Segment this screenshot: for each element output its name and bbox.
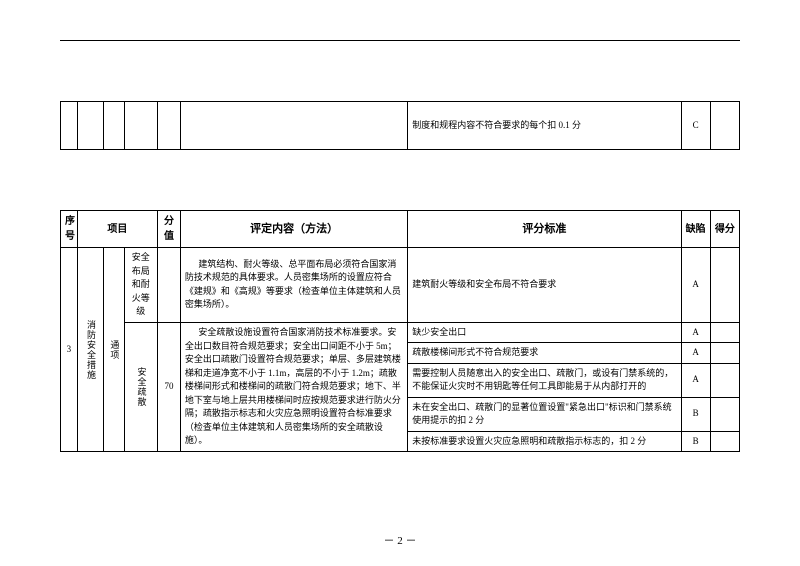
header-row: 序号 项目 分值 评定内容（方法） 评分标准 缺陷 得分 xyxy=(61,211,740,248)
frag-c4 xyxy=(124,102,157,150)
res2-3 xyxy=(710,397,739,431)
seq-num: 3 xyxy=(61,248,78,452)
res1 xyxy=(710,248,739,323)
res2-1 xyxy=(710,343,739,364)
res2-2 xyxy=(710,363,739,397)
top-rule xyxy=(60,40,740,41)
frag-c3 xyxy=(103,102,124,150)
row-evac-1: 安全疏散 70 安全疏散设施设置符合国家消防技术标准要求。安全出口数目符合规范要… xyxy=(61,322,740,343)
top-fragment-table: 制度和规程内容不符合要求的每个扣 0.1 分 C xyxy=(60,101,740,150)
crit2-2: 需要控制人员随意出入的安全出口、疏散门，或设有门禁系统的，不能保证火灾时不用钥匙… xyxy=(408,363,681,397)
crit2-3: 未在安全出口、疏散门的显著位置设置"紧急出口"标识和门禁系统使用提示的扣 2 分 xyxy=(408,397,681,431)
frag-c1 xyxy=(61,102,78,150)
crit2-0: 缺少安全出口 xyxy=(408,322,681,343)
grade2-3: B xyxy=(681,397,710,431)
crit1: 建筑耐火等级和安全布局不符合要求 xyxy=(408,248,681,323)
res2-0 xyxy=(710,322,739,343)
score2: 70 xyxy=(157,322,180,452)
frag-criterion: 制度和规程内容不符合要求的每个扣 0.1 分 xyxy=(408,102,681,150)
score1 xyxy=(157,248,180,323)
grade2-4: B xyxy=(681,431,710,452)
res2-4 xyxy=(710,431,739,452)
grade2-2: A xyxy=(681,363,710,397)
row-layout: 3 消防安全措施 通项 安全布局和耐火等级 建筑结构、耐火等级、总平面布局必须符… xyxy=(61,248,740,323)
hdr-seq: 序号 xyxy=(61,211,78,248)
crit2-1: 疏散楼梯间形式不符合规范要求 xyxy=(408,343,681,364)
page-number: － 2 － xyxy=(0,532,800,548)
frag-c9 xyxy=(710,102,739,150)
cat1: 消防安全措施 xyxy=(77,248,103,452)
hdr-content: 评定内容（方法） xyxy=(180,211,407,248)
content2: 安全疏散设施设置符合国家消防技术标准要求。安全出口数目符合规范要求；安全出口间距… xyxy=(180,322,407,452)
hdr-score: 分值 xyxy=(157,211,180,248)
sub2: 安全疏散 xyxy=(124,322,157,452)
content1: 建筑结构、耐火等级、总平面布局必须符合国家消防技术规范的具体要求。人员密集场所的… xyxy=(180,248,407,323)
hdr-defect: 缺陷 xyxy=(681,211,710,248)
grade2-0: A xyxy=(681,322,710,343)
frag-grade: C xyxy=(681,102,710,150)
main-table: 序号 项目 分值 评定内容（方法） 评分标准 缺陷 得分 3 消防安全措施 通项… xyxy=(60,210,740,452)
frag-c6 xyxy=(180,102,407,150)
crit2-4: 未按标准要求设置火灾应急照明和疏散指示标志的，扣 2 分 xyxy=(408,431,681,452)
frag-c5 xyxy=(157,102,180,150)
hdr-project: 项目 xyxy=(77,211,157,248)
sub1: 安全布局和耐火等级 xyxy=(124,248,157,323)
hdr-criteria: 评分标准 xyxy=(408,211,681,248)
grade1: A xyxy=(681,248,710,323)
cat2: 通项 xyxy=(103,248,124,452)
grade2-1: A xyxy=(681,343,710,364)
frag-c2 xyxy=(77,102,103,150)
hdr-result: 得分 xyxy=(710,211,739,248)
